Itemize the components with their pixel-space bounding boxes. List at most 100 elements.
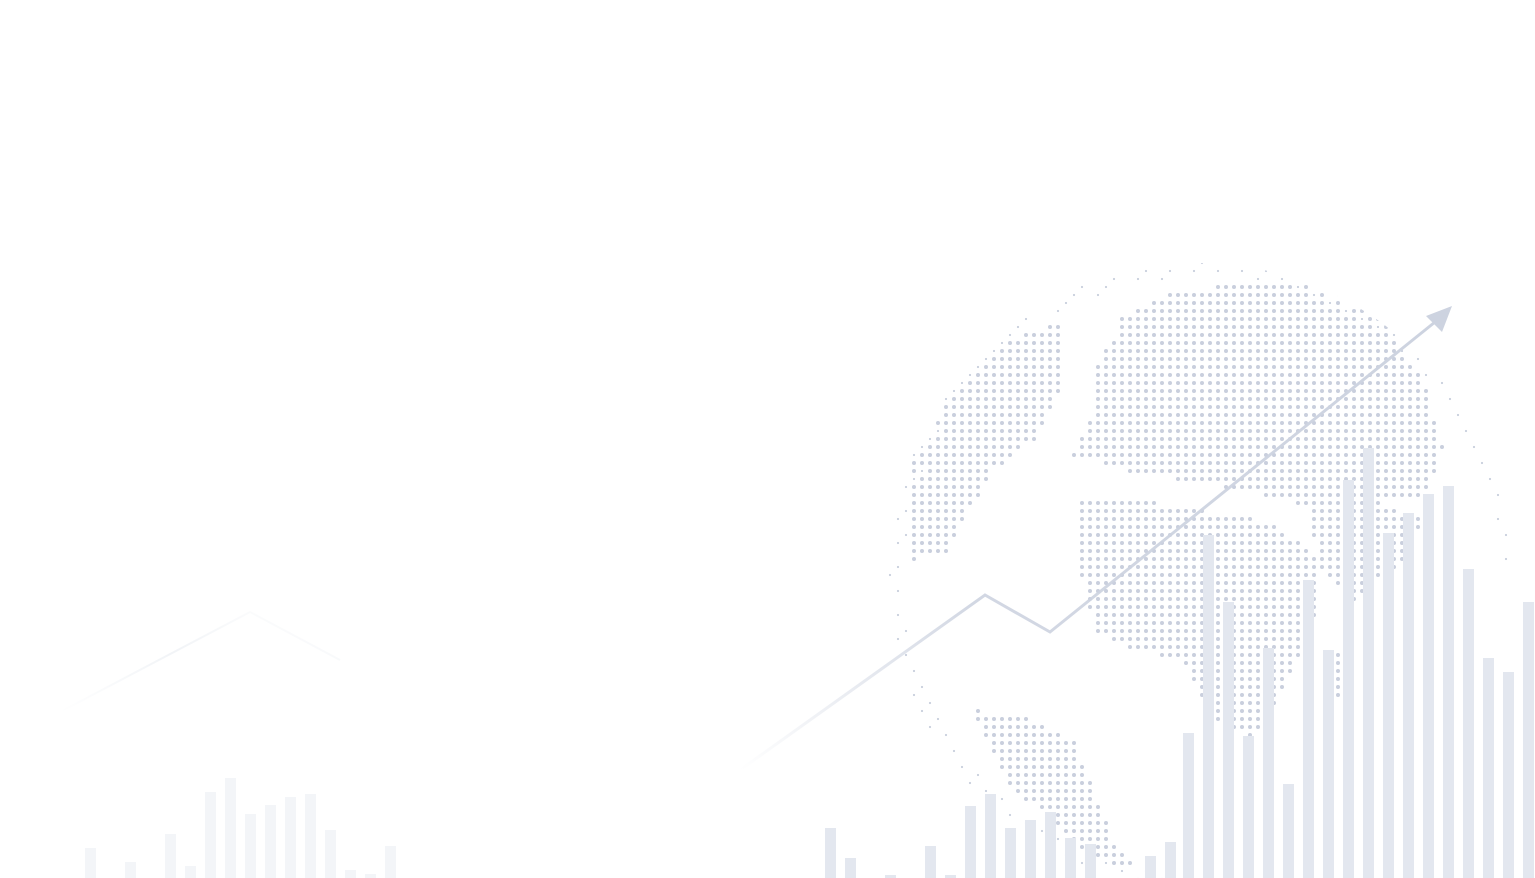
globe-dot (1224, 557, 1228, 561)
globe-dot (1128, 645, 1132, 649)
globe-dot (912, 509, 916, 513)
globe-dot (1376, 357, 1380, 361)
globe-dot (1240, 605, 1244, 609)
globe-dot (1184, 413, 1188, 417)
globe-dot (1208, 461, 1212, 465)
globe-dot (1384, 469, 1388, 473)
globe-dot (1096, 565, 1100, 569)
globe-dot (1024, 341, 1028, 345)
globe-dot (936, 437, 940, 441)
globe-dot (1248, 613, 1252, 617)
globe-dot (1024, 773, 1028, 777)
globe-dot (1296, 341, 1300, 345)
globe-dot (1128, 629, 1132, 633)
globe-dot (1096, 509, 1100, 513)
globe-dot (1216, 349, 1220, 353)
globe-dot (1016, 349, 1020, 353)
globe-dot (1136, 517, 1140, 521)
globe-dot (1104, 437, 1108, 441)
globe-dot (1112, 589, 1116, 593)
globe-dot (1096, 853, 1100, 857)
globe-dot (1400, 453, 1404, 457)
globe-dot (1080, 437, 1084, 441)
globe-dot (1248, 333, 1252, 337)
globe-dot (1240, 485, 1244, 489)
globe-dot (1080, 453, 1084, 457)
globe-dot (1168, 397, 1172, 401)
globe-dot (1320, 453, 1324, 457)
globe-dot (984, 413, 988, 417)
globe-dot (1320, 397, 1324, 401)
globe-dot (1168, 381, 1172, 385)
globe-dot (1232, 589, 1236, 593)
globe-dot (1320, 565, 1324, 569)
globe-dot (1016, 429, 1020, 433)
globe-dot (936, 461, 940, 465)
globe-dot (1184, 557, 1188, 561)
globe-dot (1112, 501, 1116, 505)
globe-dot (1416, 357, 1420, 361)
globe-dot (1104, 461, 1108, 465)
globe-dot (1184, 309, 1188, 313)
globe-dot (896, 589, 900, 593)
globe-dot (1240, 357, 1244, 361)
globe-dot (1208, 301, 1212, 305)
globe-dot (1256, 653, 1260, 657)
globe-dot (1376, 549, 1380, 553)
globe-dot (1288, 285, 1292, 289)
globe-dot (1008, 373, 1012, 377)
globe-dot (1160, 581, 1164, 585)
globe-dot (1072, 797, 1076, 801)
globe-dot (1192, 317, 1196, 321)
globe-dot (1272, 309, 1276, 313)
globe-dot (1288, 541, 1292, 545)
globe-dot (1200, 349, 1204, 353)
globe-dot (1288, 573, 1292, 577)
globe-dot (992, 373, 996, 377)
globe-dot (952, 493, 956, 497)
globe-dot (1240, 549, 1244, 553)
globe-dot (1144, 589, 1148, 593)
globe-dot (1160, 549, 1164, 553)
globe-dot (1368, 429, 1372, 433)
globe-dot (1176, 549, 1180, 553)
globe-dot (976, 365, 980, 369)
globe-dot (1296, 413, 1300, 417)
globe-dot (1016, 365, 1020, 369)
globe-dot (1288, 389, 1292, 393)
globe-dot (1136, 645, 1140, 649)
faint-bar (185, 866, 196, 878)
globe-dot (1232, 453, 1236, 457)
globe-dot (984, 461, 988, 465)
globe-dot (1112, 597, 1116, 601)
globe-dot (1232, 445, 1236, 449)
globe-dot (1008, 357, 1012, 361)
globe-dot (1376, 533, 1380, 537)
globe-dot (944, 517, 948, 521)
globe-dot (960, 477, 964, 481)
globe-dot (1216, 677, 1220, 681)
globe-dot (1224, 565, 1228, 569)
globe-dot (936, 541, 940, 545)
globe-dot (1088, 821, 1092, 825)
globe-dot (1336, 509, 1340, 513)
globe-dot (1328, 533, 1332, 537)
globe-dot (1176, 341, 1180, 345)
bar (1223, 602, 1234, 878)
globe-dot (1336, 437, 1340, 441)
globe-dot (1160, 525, 1164, 529)
globe-dot (1360, 389, 1364, 393)
globe-dot (1248, 293, 1252, 297)
globe-dot (1296, 325, 1300, 329)
globe-dot (920, 445, 924, 449)
globe-dot (1368, 325, 1372, 329)
globe-dot (1192, 565, 1196, 569)
globe-dot (1224, 541, 1228, 545)
globe-dot (992, 453, 996, 457)
globe-dot (1280, 277, 1284, 281)
bar (1243, 736, 1254, 878)
globe-dot (1216, 301, 1220, 305)
globe-dot (1376, 341, 1380, 345)
globe-dot (1336, 581, 1340, 585)
globe-dot (1152, 637, 1156, 641)
